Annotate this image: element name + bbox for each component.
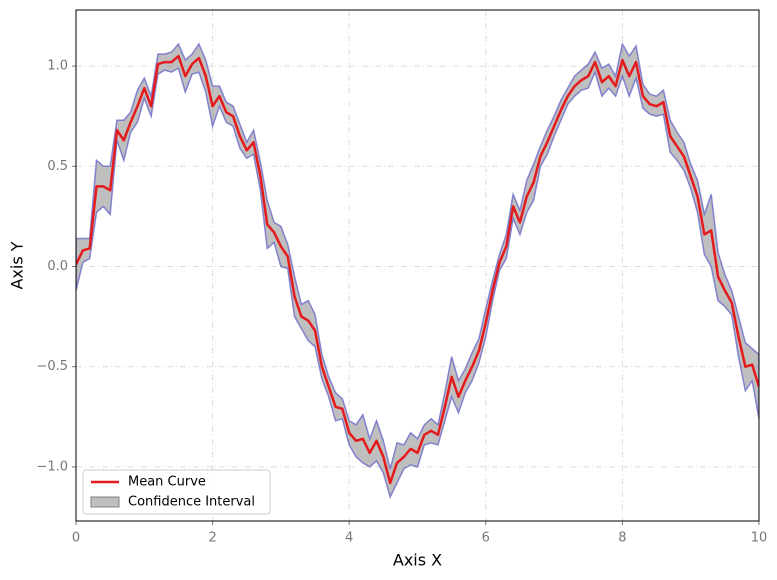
- x-axis-label: Axis X: [393, 551, 442, 570]
- mean-line: [76, 54, 759, 485]
- legend-label: Confidence Interval: [128, 495, 255, 510]
- plot-frame: [75, 9, 760, 522]
- x-tick-label: 6: [482, 531, 490, 546]
- legend-box: [82, 469, 271, 515]
- legend-label: Mean Curve: [128, 475, 206, 490]
- y-tick-label: −1.0: [36, 459, 68, 474]
- x-tick-label: 0: [72, 531, 80, 546]
- y-tick-label: −0.5: [36, 359, 68, 374]
- y-tick-label: 1.0: [47, 59, 68, 74]
- x-tick-label: 2: [208, 531, 216, 546]
- x-tick-label: 8: [618, 531, 626, 546]
- legend-patch: [90, 496, 120, 508]
- x-tick-label: 4: [345, 531, 353, 546]
- x-tick-label: 10: [751, 531, 768, 546]
- y-axis-label: Axis Y: [8, 241, 27, 289]
- y-tick-label: 0.5: [47, 159, 68, 174]
- confidence-band: [76, 41, 759, 500]
- y-tick-label: 0.0: [47, 259, 68, 274]
